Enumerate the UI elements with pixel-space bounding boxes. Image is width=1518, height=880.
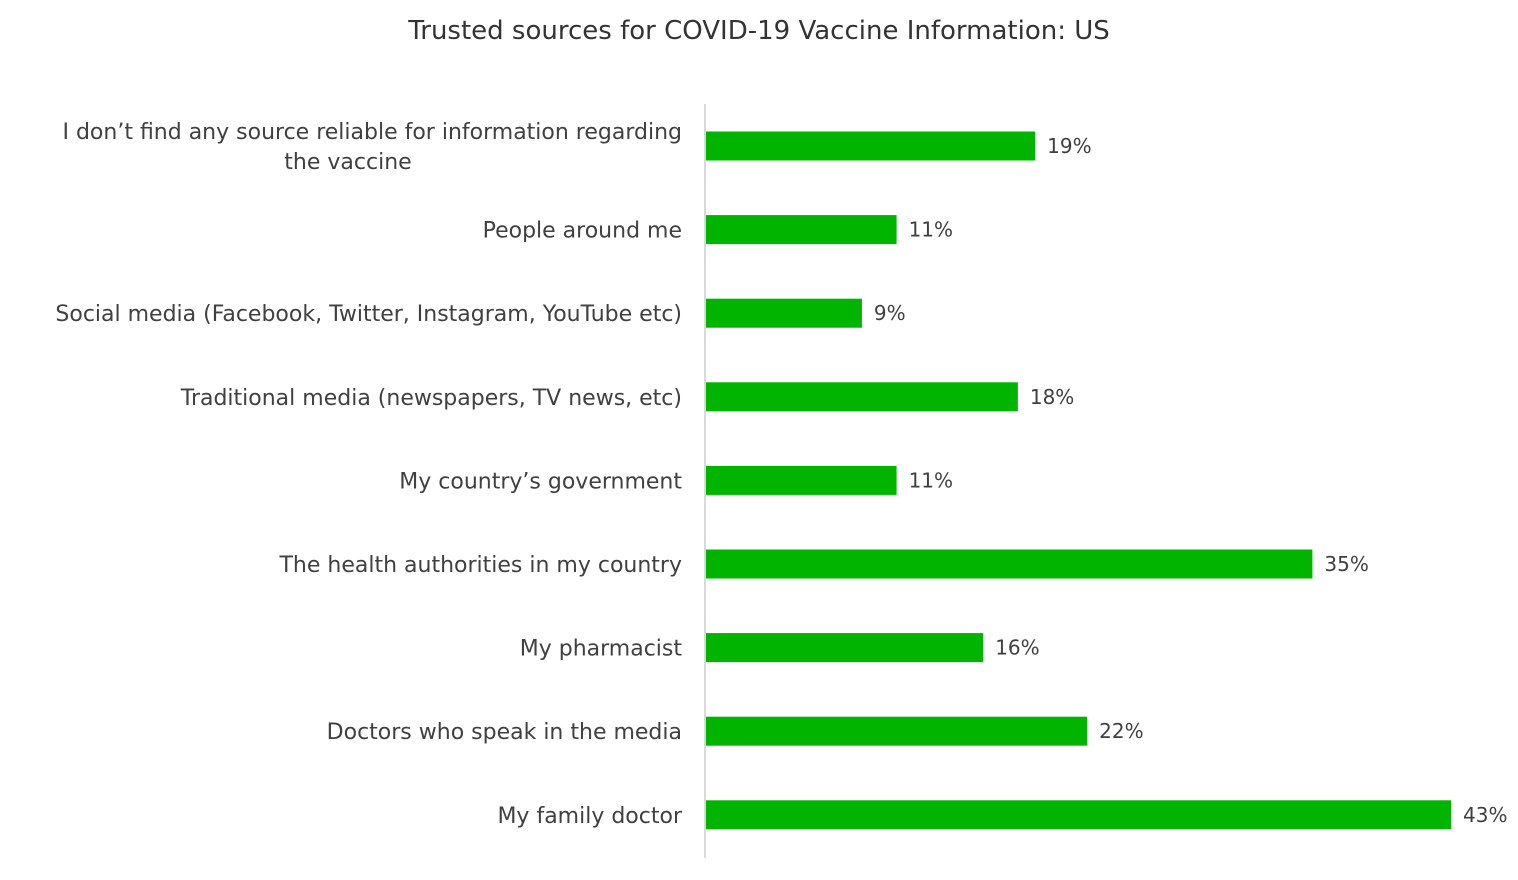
category-label: People around me: [483, 219, 682, 244]
value-label: 19%: [1047, 134, 1091, 158]
category-labels-group: I don’t find any source reliable for inf…: [55, 120, 683, 829]
bar-my-country-s-government: [706, 465, 897, 495]
category-label: The health authorities in my country: [278, 553, 682, 578]
category-label: My country’s government: [399, 469, 682, 494]
value-label: 9%: [874, 301, 906, 325]
value-label: 35%: [1324, 552, 1368, 576]
value-label: 22%: [1099, 719, 1143, 743]
value-label: 11%: [909, 218, 953, 242]
value-label: 18%: [1030, 385, 1074, 409]
value-label: 11%: [909, 468, 953, 492]
category-label: I don’t find any source reliable for inf…: [62, 120, 682, 175]
value-label: 16%: [995, 636, 1039, 660]
bars-group: [706, 131, 1451, 830]
bar-my-pharmacist: [706, 633, 984, 663]
category-label: My family doctor: [497, 804, 682, 829]
bar-i-don-t-find-any-source-reliable-for-inf: [706, 131, 1036, 161]
category-label: Traditional media (newspapers, TV news, …: [180, 386, 682, 411]
bar-doctors-who-speak-in-the-media: [706, 716, 1088, 746]
value-labels-group: 19% 11% 9% 18% 11% 35% 16% 22% 43%: [874, 134, 1508, 827]
chart-title: Trusted sources for COVID-19 Vaccine Inf…: [408, 16, 1110, 46]
category-label: My pharmacist: [520, 637, 683, 662]
category-label: Doctors who speak in the media: [327, 720, 682, 745]
bar-social-media-facebook-twitter-instagram-: [706, 298, 862, 328]
bar-the-health-authorities-in-my-country: [706, 549, 1313, 579]
bar-traditional-media-newspapers-tv-news-etc: [706, 382, 1018, 412]
bar-people-around-me: [706, 215, 897, 245]
bar-my-family-doctor: [706, 800, 1451, 830]
category-label: Social media (Facebook, Twitter, Instagr…: [55, 302, 682, 327]
value-label: 43%: [1463, 803, 1507, 827]
